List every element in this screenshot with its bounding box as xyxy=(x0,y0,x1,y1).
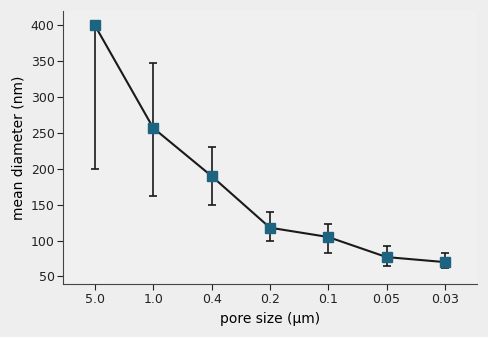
Y-axis label: mean diameter (nm): mean diameter (nm) xyxy=(11,75,25,219)
X-axis label: pore size (μm): pore size (μm) xyxy=(220,312,320,326)
